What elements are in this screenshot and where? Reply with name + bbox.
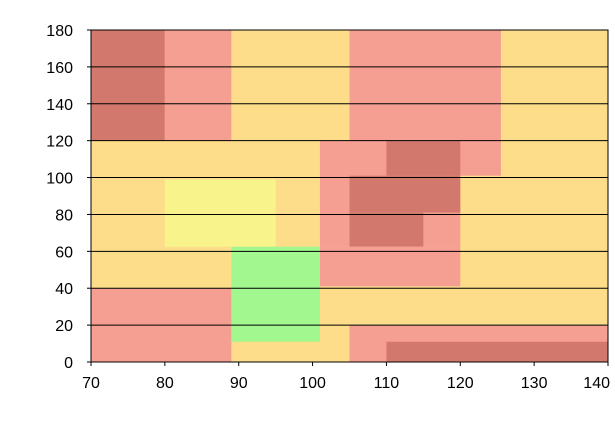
heatmap-cell-green (231, 246, 320, 342)
plot-area-frame (90, 29, 609, 363)
y-tick-label: 40 (55, 281, 73, 298)
heatmap-cell-red (164, 30, 232, 141)
y-tick-label: 160 (46, 60, 73, 77)
y-tick-label: 80 (55, 207, 73, 224)
heatmap-regions (91, 30, 608, 362)
x-tick-label: 90 (230, 375, 248, 392)
x-tick-label: 70 (82, 375, 100, 392)
heatmap-cell-dark_red (349, 175, 461, 213)
x-tick-label: 130 (521, 375, 548, 392)
heatmap-cell-yellow (164, 179, 276, 247)
y-tick-label: 120 (46, 134, 73, 151)
heatmap-cell-dark_red (91, 30, 165, 141)
y-axis: 0 20 40 60 80 100 120 140 160 180 (46, 23, 91, 372)
x-tick-label: 100 (299, 375, 326, 392)
x-tick-label: 80 (156, 375, 174, 392)
x-axis: 70 80 90 100 110 120 130 140 (82, 362, 610, 392)
heatmap-cell-red (319, 246, 461, 287)
y-tick-label: 180 (46, 23, 73, 40)
x-tick-label: 120 (447, 375, 474, 392)
y-tick-label: 20 (55, 318, 73, 335)
y-tick-label: 0 (64, 355, 73, 372)
heatmap-cell-dark_red (386, 140, 461, 176)
x-tick-label: 140 (583, 375, 610, 392)
x-tick-label: 110 (374, 375, 400, 392)
heatmap-cell-dark_red (386, 341, 608, 362)
heatmap-cell-red (349, 30, 501, 141)
y-tick-label: 60 (55, 244, 73, 261)
y-tick-label: 100 (46, 171, 73, 188)
y-tick-label: 140 (46, 97, 73, 114)
heatmap-cell-dark_red (349, 212, 424, 247)
